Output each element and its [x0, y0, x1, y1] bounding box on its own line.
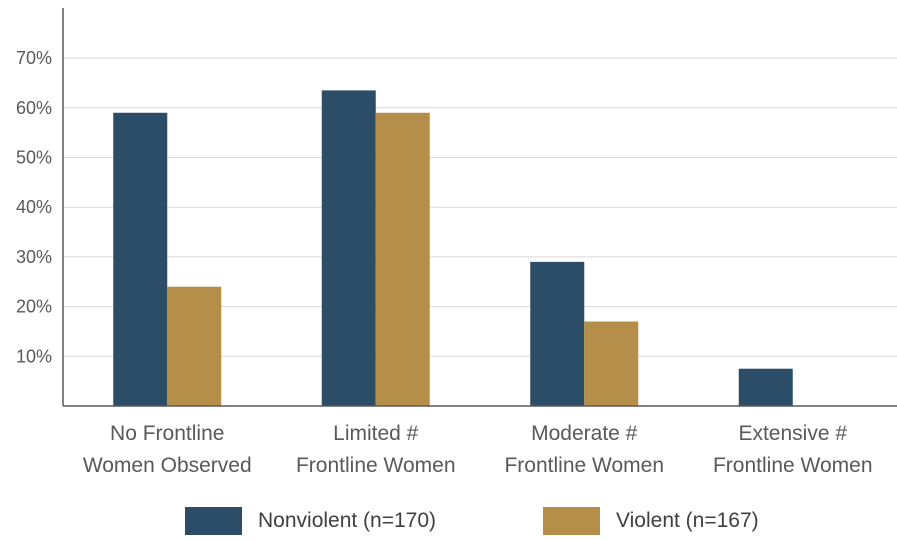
bars [113, 90, 793, 407]
bar-violent [584, 321, 639, 406]
x-category-label: No Frontline [110, 422, 224, 445]
y-tick-label: 10% [16, 346, 52, 366]
x-category-label: Moderate # [531, 422, 638, 445]
bar-chart: 10% 20% 30% 40% 50% 60% 70% No Frontline Women … [16, 8, 897, 477]
x-category-label: Frontline Women [296, 454, 456, 477]
legend-label-violent: Violent (n=167) [616, 509, 759, 532]
legend: Nonviolent (n=170) Violent (n=167) [0, 500, 897, 540]
bar-violent [167, 286, 222, 406]
bar-nonviolent [321, 90, 376, 406]
x-category-label: Extensive # [738, 422, 847, 445]
bar-violent [375, 112, 430, 407]
x-category-label: Frontline Women [504, 454, 664, 477]
y-tick-label: 40% [16, 197, 52, 217]
legend-item-violent: Violent (n=167) [543, 507, 759, 535]
legend-swatch-nonviolent [185, 507, 242, 535]
y-axis-tick-labels: 10% 20% 30% 40% 50% 60% 70% [16, 48, 52, 366]
y-tick-label: 70% [16, 48, 52, 68]
y-tick-label: 60% [16, 98, 52, 118]
y-tick-label: 30% [16, 247, 52, 267]
bar-nonviolent [530, 261, 585, 406]
legend-label-nonviolent: Nonviolent (n=170) [258, 509, 437, 532]
x-axis-category-labels: No Frontline Women Observed Limited # Front… [83, 422, 873, 477]
y-tick-label: 50% [16, 148, 52, 168]
legend-swatch-violent [543, 507, 600, 535]
bar-nonviolent [738, 368, 793, 406]
x-category-label: Limited # [333, 422, 419, 445]
legend-item-nonviolent: Nonviolent (n=170) [185, 507, 436, 535]
x-category-label: Frontline Women [713, 454, 873, 477]
bar-nonviolent [113, 112, 168, 407]
y-tick-label: 20% [16, 297, 52, 317]
x-category-label: Women Observed [83, 454, 252, 477]
